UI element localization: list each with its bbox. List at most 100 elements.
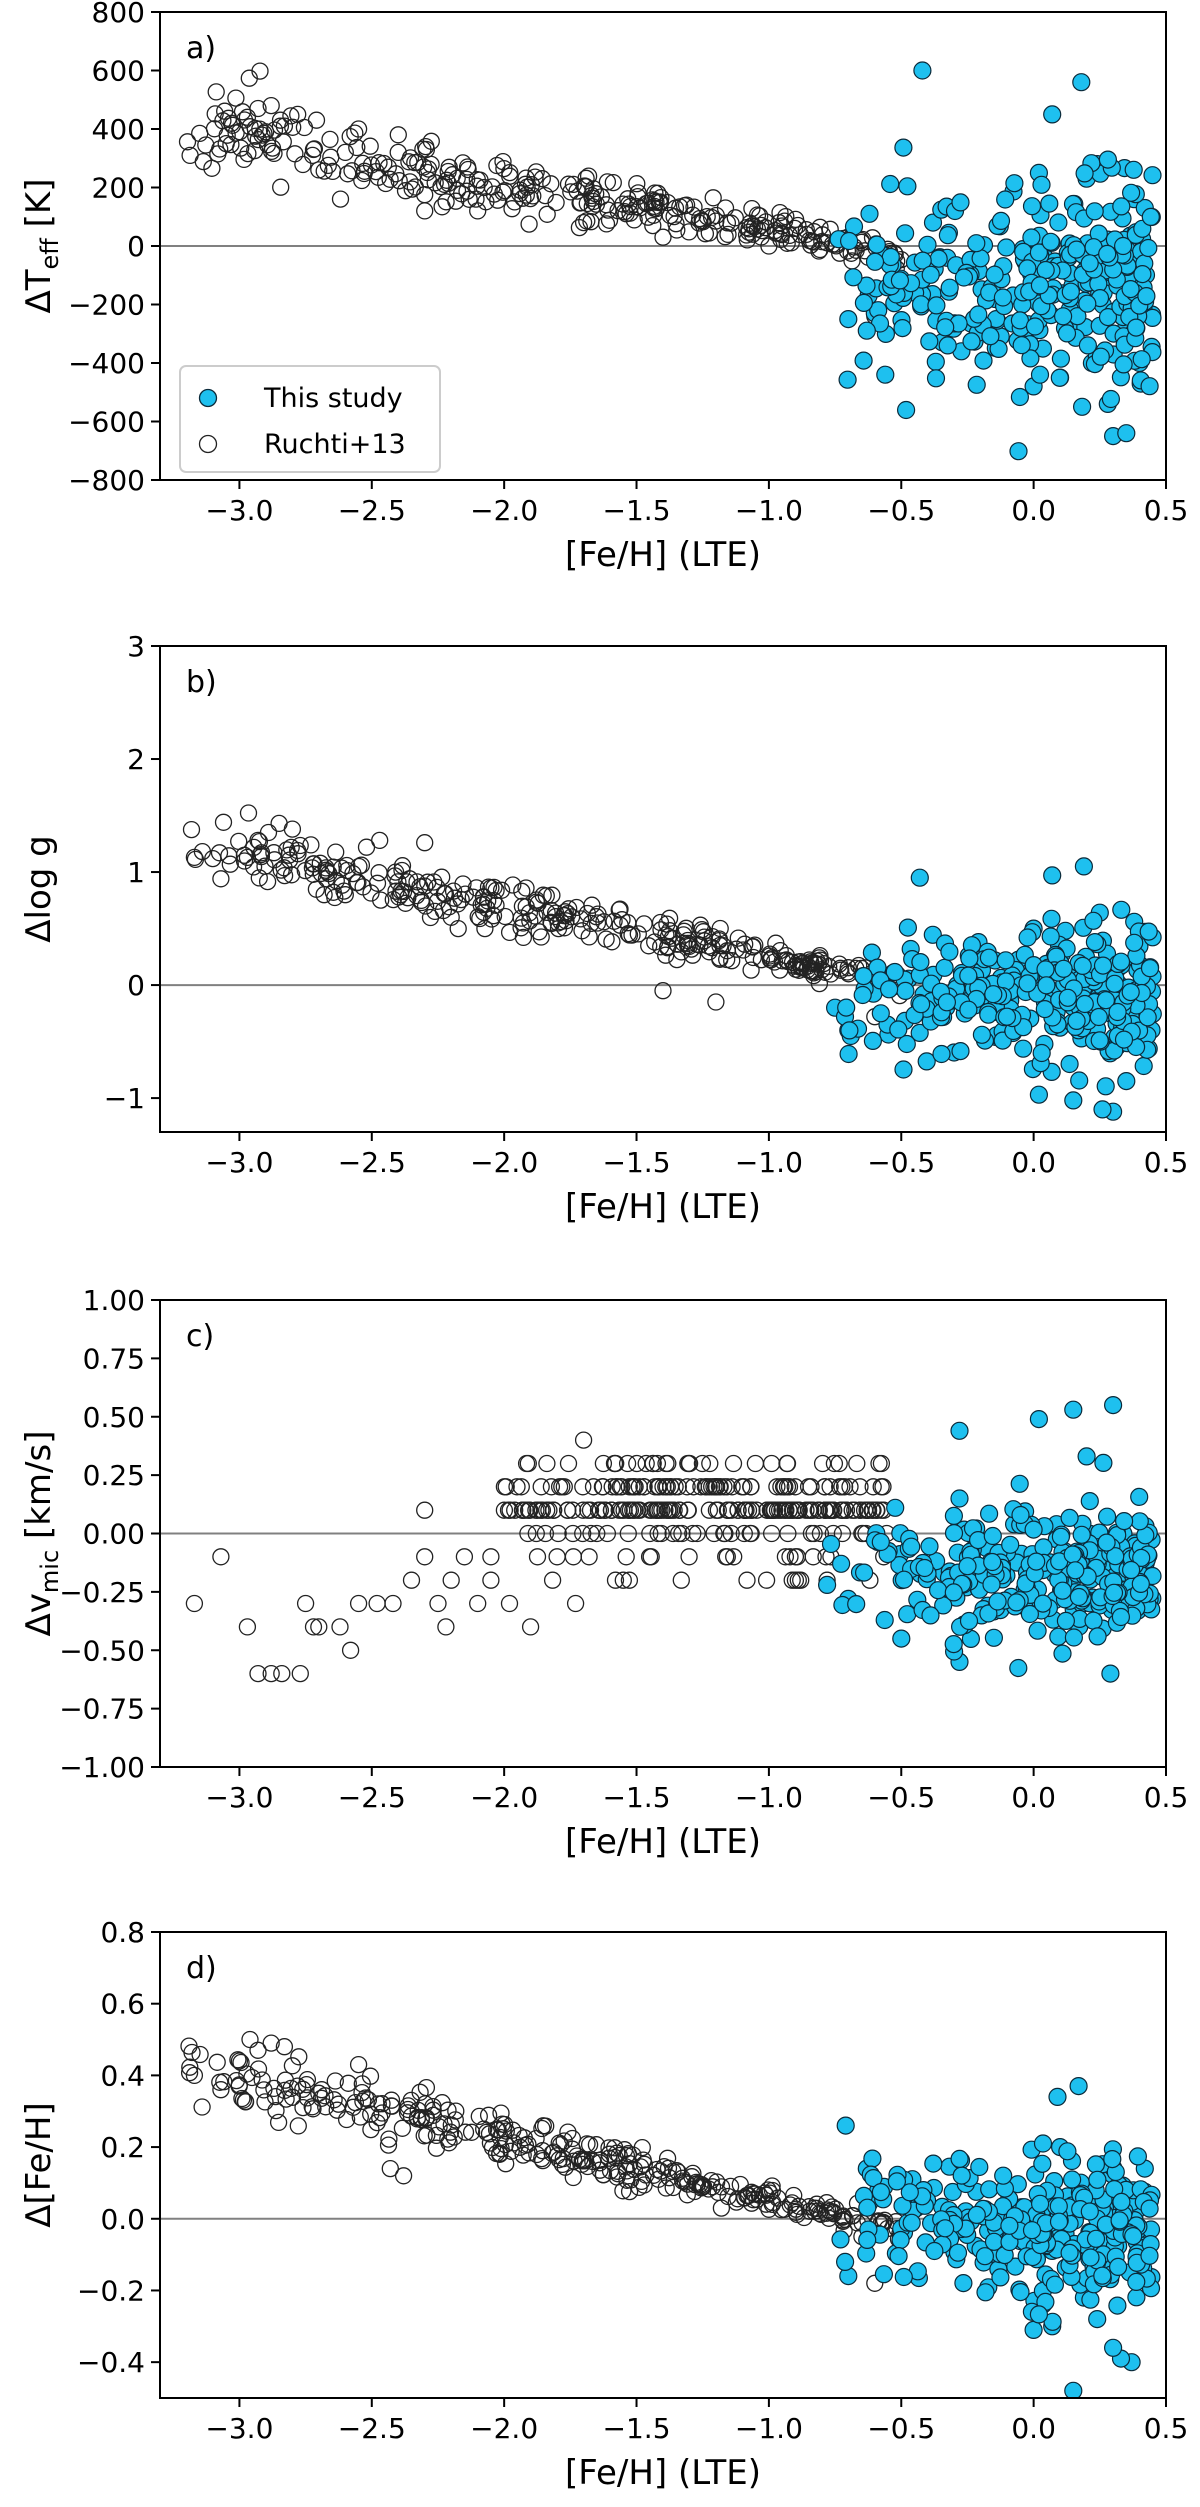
x-tick-label: −1.5 [603, 1146, 671, 1179]
this-study-point [1057, 324, 1077, 343]
this-study-point [1121, 1560, 1141, 1580]
ruchti13-point [399, 889, 417, 907]
this-study-point [1018, 974, 1037, 993]
ruchti13-point [180, 2064, 199, 2082]
ruchti13-point [252, 844, 271, 862]
ruchti13-point [692, 2179, 710, 2197]
ruchti13-point [373, 2095, 391, 2113]
ruchti13-point [258, 136, 277, 154]
ruchti13-point [470, 2107, 488, 2126]
ruchti13-point [536, 1524, 555, 1543]
x-tick-label: −1.0 [735, 2412, 803, 2445]
ruchti13-point [548, 1548, 566, 1566]
ruchti13-point [230, 832, 248, 851]
ruchti13-point [735, 1524, 753, 1543]
this-study-point [1053, 307, 1073, 326]
ruchti13-point [613, 1478, 631, 1496]
ruchti13-point [197, 136, 215, 154]
this-study-point [920, 1537, 939, 1556]
ruchti13-point [811, 1524, 830, 1543]
this-study-point [984, 985, 1003, 1004]
ruchti13-point [582, 186, 601, 205]
y-axis-label: ΔTeff [K] [19, 179, 64, 314]
plot-markers [185, 1395, 1162, 1683]
this-study-point [1011, 1505, 1030, 1525]
this-study-point [1022, 197, 1042, 216]
this-study-point [923, 925, 942, 944]
this-study-point [1049, 213, 1068, 232]
this-study-point [1036, 260, 1055, 280]
ruchti13-point [701, 1454, 719, 1473]
this-study-point [858, 2230, 877, 2249]
this-study-point [935, 958, 954, 977]
ruchti13-point [371, 2108, 389, 2127]
ruchti13-point [778, 1454, 797, 1473]
ruchti13-point [445, 2128, 463, 2146]
x-tick-label: 0.0 [1011, 2412, 1056, 2445]
legend-marker-ruchti13 [198, 434, 218, 454]
ruchti13-point [813, 1454, 832, 1473]
ruchti13-point [275, 2038, 294, 2056]
chart-panel-a: −3.0 −2.5 −2.0 −1.5 −1.0 −0.5 0.0 0.5 −800 −600 −4… [19, 0, 1188, 575]
ruchti13-point [527, 1501, 545, 1519]
ruchti13-point [654, 982, 672, 1000]
ruchti13-point [642, 1548, 660, 1566]
this-study-point [881, 174, 900, 194]
ruchti13-point [629, 925, 647, 943]
series-ruchti13 [185, 1431, 896, 1683]
ruchti13-point [565, 2152, 583, 2170]
ruchti13-point [618, 2162, 636, 2180]
y-axis-label-unit: [km/s] [19, 1431, 59, 1550]
ruchti13-point [744, 937, 762, 956]
y-tick-label: −200 [68, 289, 145, 322]
this-study-point [981, 327, 1000, 346]
ruchti13-point [679, 1501, 697, 1519]
this-study-point [1078, 336, 1098, 355]
ruchti13-point [227, 124, 245, 142]
this-study-point [950, 2149, 969, 2168]
ruchti13-point [628, 198, 646, 216]
this-study-point [889, 2247, 908, 2266]
ruchti13-point [212, 2081, 230, 2099]
ruchti13-point [513, 897, 532, 915]
ruchti13-point [442, 1571, 460, 1589]
ruchti13-point [393, 2119, 412, 2137]
ruchti13-point [617, 1548, 635, 1566]
ruchti13-point [618, 1454, 637, 1473]
y-tick-label: 0.4 [100, 2059, 145, 2092]
this-study-point [924, 2154, 943, 2173]
this-study-point [875, 1610, 894, 1630]
this-study-point [1137, 287, 1156, 306]
ruchti13-point [437, 193, 455, 211]
ruchti13-point [837, 1501, 856, 1519]
ruchti13-point [574, 1431, 593, 1449]
ruchti13-point [230, 2052, 249, 2070]
ruchti13-point [517, 879, 535, 897]
this-study-point [1040, 194, 1059, 213]
this-study-point [974, 351, 993, 370]
ruchti13-point [532, 1478, 550, 1496]
this-study-point [911, 952, 930, 972]
this-study-point [895, 224, 915, 243]
this-study-point [988, 1592, 1007, 1611]
this-study-point [979, 1504, 999, 1523]
ruchti13-point [534, 886, 552, 904]
ruchti13-point [382, 2091, 401, 2109]
ruchti13-point [593, 1478, 612, 1496]
ruchti13-point [253, 126, 271, 144]
ruchti13-point [307, 111, 326, 129]
ruchti13-point [460, 190, 478, 208]
this-study-point [1041, 927, 1060, 946]
ruchti13-point [722, 1501, 741, 1519]
ruchti13-point [823, 2198, 841, 2216]
ruchti13-point [619, 925, 637, 943]
ruchti13-point [520, 215, 538, 233]
ruchti13-point [249, 1664, 267, 1683]
this-study-point [902, 2213, 921, 2232]
ruchti13-point [717, 1548, 735, 1566]
this-study-point [860, 204, 879, 223]
ruchti13-point [538, 903, 556, 922]
ruchti13-point [527, 1524, 545, 1543]
this-study-point [881, 247, 900, 267]
this-study-point [1001, 1535, 1020, 1554]
